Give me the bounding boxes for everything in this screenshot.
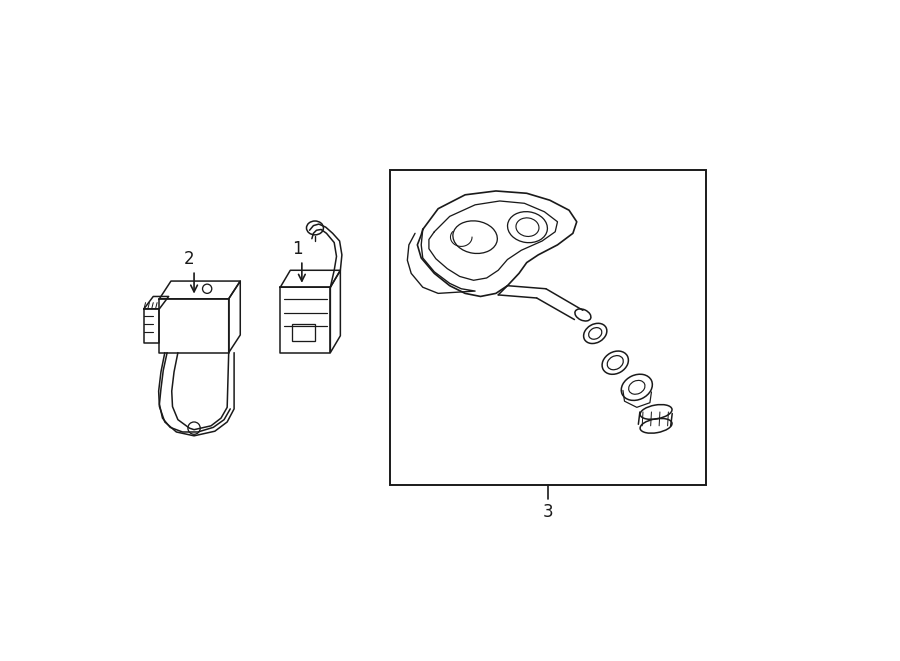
- Bar: [391, 170, 706, 485]
- Text: 3: 3: [543, 503, 553, 521]
- Text: 1: 1: [292, 240, 302, 258]
- Text: 2: 2: [184, 250, 194, 268]
- Bar: [292, 324, 315, 341]
